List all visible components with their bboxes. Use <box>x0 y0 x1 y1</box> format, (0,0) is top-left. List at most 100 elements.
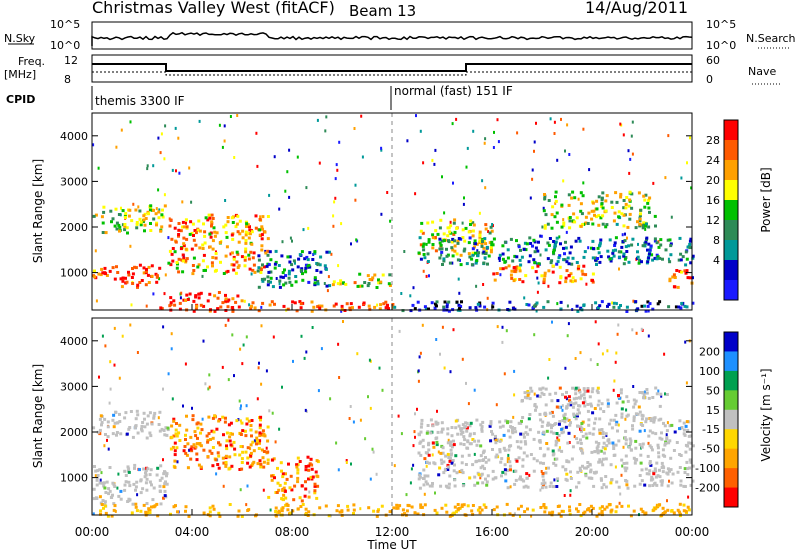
echo-cell <box>665 429 669 433</box>
echo-cell <box>595 514 599 518</box>
echo-cell <box>251 462 255 466</box>
echo-cell <box>538 446 542 450</box>
echo-cell <box>99 273 103 277</box>
echo-cell <box>222 225 226 229</box>
echo-cell <box>278 483 282 487</box>
nave-tick-bottom: 0 <box>706 73 713 86</box>
scatter-cell <box>250 272 253 276</box>
echo-cell <box>435 436 439 440</box>
scatter-cell <box>558 446 561 450</box>
echo-cell <box>416 300 420 304</box>
echo-cell <box>544 213 548 217</box>
echo-cell <box>666 508 670 512</box>
echo-cell <box>679 252 683 256</box>
echo-cell <box>436 430 440 434</box>
echo-cell <box>441 451 445 455</box>
scatter-cell <box>177 136 180 140</box>
echo-cell <box>178 423 182 427</box>
scatter-cell <box>273 155 276 159</box>
echo-cell <box>461 471 465 475</box>
scatter-cell <box>95 299 98 303</box>
echo-cell <box>124 212 128 216</box>
echo-cell <box>471 512 475 516</box>
echo-cell <box>551 205 555 209</box>
echo-cell <box>622 213 626 217</box>
echo-cell <box>255 436 259 440</box>
colorbar-tick-label: 100 <box>699 365 720 378</box>
echo-cell <box>431 233 435 237</box>
echo-cell <box>531 266 535 270</box>
echo-cell <box>689 460 693 464</box>
echo-cell <box>474 261 478 265</box>
echo-cell <box>586 389 590 393</box>
echo-cell <box>528 254 532 258</box>
echo-cell <box>622 262 626 266</box>
velocity-ylabel: Slant Range [km] <box>31 364 45 468</box>
scatter-cell <box>333 200 336 204</box>
echo-cell <box>524 431 528 435</box>
scatter-cell <box>627 149 630 153</box>
echo-cell <box>423 256 427 260</box>
echo-cell <box>473 239 477 243</box>
echo-cell <box>155 502 159 506</box>
echo-cell <box>248 267 252 271</box>
echo-cell <box>216 451 220 455</box>
echo-cell <box>230 251 234 255</box>
echo-cell <box>648 461 652 465</box>
echo-cell <box>421 438 425 442</box>
echo-cell <box>542 503 546 506</box>
echo-cell <box>338 510 342 514</box>
echo-cell <box>473 439 477 443</box>
echo-cell <box>591 432 595 436</box>
scatter-cell <box>265 369 268 373</box>
scatter-cell <box>367 395 369 399</box>
echo-cell <box>468 424 472 428</box>
echo-cell <box>568 219 572 223</box>
echo-cell <box>149 229 153 232</box>
echo-cell <box>442 257 446 261</box>
echo-cell <box>576 309 580 313</box>
echo-cell <box>604 485 608 489</box>
echo-cell <box>533 250 537 254</box>
echo-cell <box>669 242 673 246</box>
echo-cell <box>612 254 616 258</box>
scatter-cell <box>236 114 239 117</box>
echo-cell <box>240 515 244 518</box>
echo-cell <box>648 429 652 433</box>
echo-cell <box>582 387 586 391</box>
echo-cell <box>218 514 222 518</box>
echo-cell <box>259 271 263 274</box>
echo-cell <box>619 304 622 307</box>
echo-cell <box>544 387 548 391</box>
echo-cell <box>648 210 651 214</box>
echo-cell <box>266 249 270 253</box>
echo-cell <box>667 441 671 445</box>
echo-cell <box>478 304 482 308</box>
echo-cell <box>260 225 264 229</box>
echo-cell <box>142 218 146 222</box>
echo-cell <box>633 402 637 406</box>
echo-cell <box>127 480 131 484</box>
scatter-cell <box>323 282 326 285</box>
echo-cell <box>442 239 446 243</box>
echo-cell <box>373 273 377 277</box>
echo-cell <box>658 503 662 507</box>
echo-cell <box>557 504 561 508</box>
echo-cell <box>433 508 437 512</box>
echo-cell <box>682 428 686 432</box>
echo-cell <box>184 298 188 302</box>
echo-cell <box>529 453 533 456</box>
echo-cell <box>104 491 108 494</box>
echo-cell <box>578 466 582 470</box>
echo-cell <box>171 445 175 449</box>
echo-cell <box>237 264 241 268</box>
echo-cell <box>602 451 606 455</box>
echo-cell <box>689 261 693 265</box>
echo-cell <box>150 264 154 268</box>
echo-cell <box>521 416 525 419</box>
echo-cell <box>608 238 612 242</box>
scatter-cell <box>596 363 599 366</box>
echo-cell <box>273 262 277 266</box>
echo-cell <box>103 502 107 506</box>
scatter-cell <box>335 163 338 167</box>
